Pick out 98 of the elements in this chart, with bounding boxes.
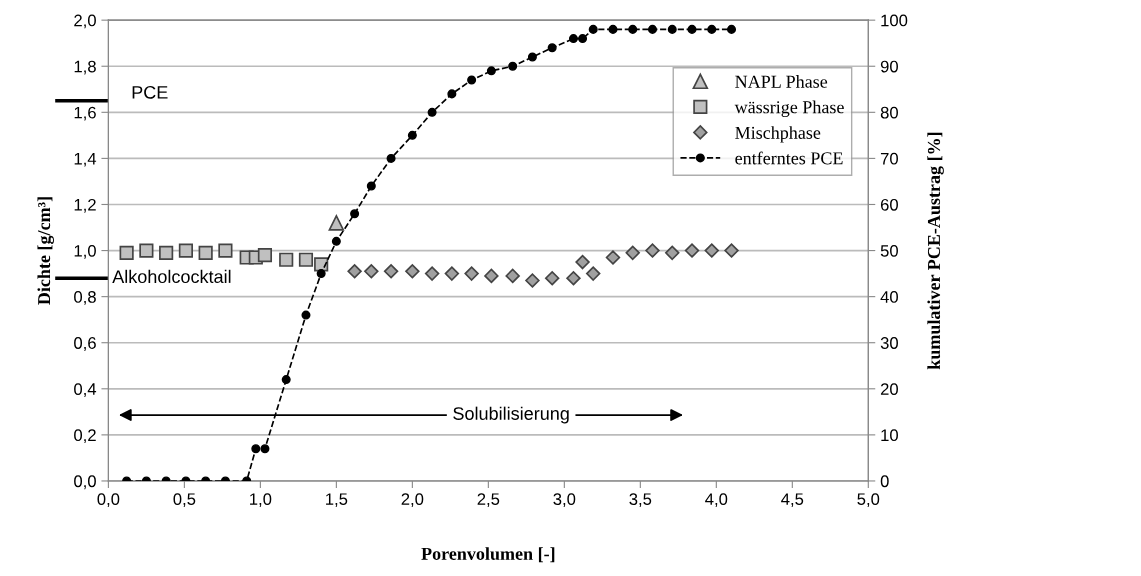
y-tick-label: 0,6 <box>74 337 96 351</box>
ref-line-label: PCE <box>132 85 168 99</box>
x-tick-label: 1,5 <box>326 493 348 507</box>
y2-tick-label: 30 <box>880 337 898 349</box>
point <box>301 310 311 320</box>
point <box>139 243 154 258</box>
point <box>508 61 518 71</box>
y2-tick-label: 10 <box>881 429 898 442</box>
y-tick-label: 0,2 <box>74 429 96 444</box>
point <box>505 268 520 284</box>
point <box>119 245 134 260</box>
point <box>665 245 680 261</box>
point <box>727 24 737 34</box>
x-tick-label: 4,5 <box>781 493 804 507</box>
y-tick-label: 1,0 <box>74 244 96 259</box>
point <box>464 266 479 281</box>
point <box>707 24 717 34</box>
y2-tick-label: 20 <box>880 383 898 395</box>
x-tick-label: 3,0 <box>553 493 576 507</box>
y-tick-label: 1,2 <box>74 198 96 213</box>
x-tick-label: 3,5 <box>629 493 652 507</box>
y2-tick-label: 70 <box>880 152 898 165</box>
y-tick-label: 1,4 <box>74 152 97 167</box>
point <box>257 248 273 263</box>
point <box>386 153 396 163</box>
point <box>178 243 193 258</box>
x-tick-label: 2,0 <box>401 493 424 507</box>
point <box>350 209 360 219</box>
point <box>575 254 590 270</box>
point <box>687 24 697 34</box>
point <box>298 252 314 267</box>
point <box>667 24 677 34</box>
point <box>527 52 537 62</box>
y2-tick-label: 80 <box>880 106 898 119</box>
y-axis-title: Dichte [g/cm³] <box>37 197 54 305</box>
y-tick-label: 0,4 <box>74 383 97 397</box>
point <box>328 215 345 231</box>
y-tick-label: 2,0 <box>74 14 96 29</box>
x-axis-title: Porenvolumen [-] <box>421 547 555 563</box>
point <box>444 266 460 281</box>
point <box>407 130 417 140</box>
point <box>585 266 601 281</box>
x-tick-label: 4,0 <box>705 493 728 507</box>
legend-label: wässrige Phase <box>734 100 844 118</box>
point <box>484 268 499 284</box>
x-tick-label: 1,0 <box>250 493 272 507</box>
point <box>645 243 660 258</box>
ref-line-label: Alkoholcocktail <box>112 269 231 284</box>
y2-tick-label: 50 <box>880 244 898 257</box>
point <box>159 245 174 260</box>
point <box>525 273 540 288</box>
point <box>704 243 719 258</box>
point <box>588 24 598 34</box>
legend-label: entferntes PCE <box>735 151 843 165</box>
point <box>198 245 213 260</box>
point <box>578 34 588 44</box>
y2-tick-label: 90 <box>880 60 898 73</box>
point <box>218 243 233 258</box>
point <box>544 270 560 286</box>
point <box>647 24 658 34</box>
x-tick-label: 2,5 <box>477 493 500 507</box>
y-tick-label: 0,8 <box>74 291 96 305</box>
y-tick-label: 1,6 <box>74 106 96 121</box>
x-tick-label: 0,5 <box>173 493 196 507</box>
point <box>547 43 557 53</box>
y2-tick-label: 60 <box>880 198 898 211</box>
legend-label: Mischphase <box>735 126 821 143</box>
legend-label: NAPL Phase <box>735 75 828 88</box>
point <box>566 270 581 286</box>
point <box>366 181 376 191</box>
point <box>568 34 578 44</box>
point <box>605 250 621 265</box>
y-tick-label: 1,8 <box>74 60 96 75</box>
x-tick-label: 0,0 <box>97 493 120 507</box>
y2-axis-title: kumulativer PCE-Austrag [%] <box>927 132 944 370</box>
point <box>427 107 437 117</box>
point <box>628 24 638 34</box>
point <box>447 89 457 99</box>
point <box>467 75 477 85</box>
point <box>625 245 640 261</box>
point <box>486 66 496 76</box>
point <box>364 264 379 279</box>
x-tick-label: 5,0 <box>857 493 880 507</box>
y-tick-label: 0,0 <box>74 475 96 490</box>
annotation: Solubilisierung <box>453 406 569 424</box>
point <box>316 269 326 279</box>
y2-tick-label: 40 <box>880 291 898 303</box>
point <box>347 264 362 279</box>
point <box>405 264 420 279</box>
y2-tick-label: 0 <box>880 475 889 488</box>
point <box>684 243 700 258</box>
point <box>724 243 739 258</box>
y2-tick-label: 100 <box>881 14 908 27</box>
point <box>383 264 399 279</box>
point <box>424 266 440 281</box>
point <box>608 24 618 34</box>
point <box>279 252 294 267</box>
point <box>331 236 341 246</box>
